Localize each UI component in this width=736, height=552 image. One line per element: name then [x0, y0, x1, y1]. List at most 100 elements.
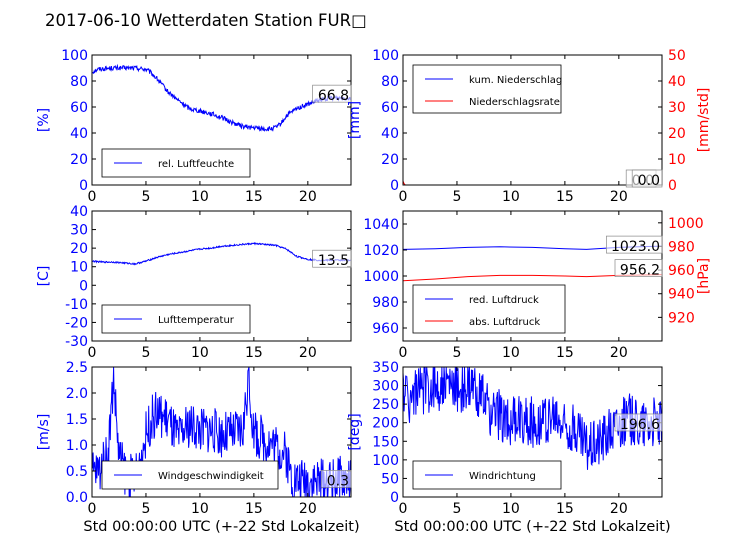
- value-annotation: 0.3: [327, 473, 349, 489]
- annotation-box: [312, 84, 352, 103]
- x-tick-label: 10: [191, 189, 209, 205]
- panel-wind-speed: 0 5 10 15 20 0.0 0.5 1.0 1.5 2.0 2.5 [m/s] Std 00:00…: [36, 360, 360, 535]
- value-annotation: 0.0: [638, 173, 660, 189]
- y-tick-label: 80: [70, 74, 88, 90]
- value-annotation: 13.5: [318, 253, 349, 269]
- legend: Windrichtung: [412, 460, 562, 490]
- y-tick-label: 1000: [363, 269, 399, 285]
- value-annotation: 956.2: [620, 263, 660, 279]
- x-tick-label: 15: [556, 345, 574, 361]
- y-tick-label: 0.5: [66, 464, 88, 480]
- x-tick-label: 0: [88, 501, 97, 517]
- y-tick-label: 0: [390, 178, 399, 194]
- panel-pressure: 0 5 10 15 20 960 980 1000 1020 1040 920 940 960 980 10…: [363, 210, 712, 361]
- x-tick-label: 15: [556, 501, 574, 517]
- y-axis-label: [deg]: [347, 413, 363, 450]
- y-tick-label: 150: [372, 434, 399, 450]
- x-tick-label: 0: [399, 189, 408, 205]
- y-tick-label: 1.5: [66, 412, 88, 428]
- y2-tick-label: 50: [668, 48, 686, 64]
- y2-axis-label: [hPa]: [696, 258, 712, 294]
- y-tick-label: 1.0: [66, 438, 88, 454]
- series-line-abs-luftdruck: [403, 274, 662, 282]
- value-annotation: 196.6: [620, 417, 660, 433]
- x-tick-label: 5: [452, 345, 461, 361]
- annotation-box: [312, 249, 352, 268]
- y-tick-label: 2.0: [66, 386, 88, 402]
- y-tick-label: 200: [372, 416, 399, 432]
- legend-label: red. Luftdruck: [469, 295, 539, 306]
- x-tick-label: 5: [452, 501, 461, 517]
- y2-tick-label: 20: [668, 126, 686, 142]
- legend-label: abs. Luftdruck: [469, 317, 540, 328]
- x-axis-label: Std 00:00:00 UTC (+-22 Std Lokalzeit): [394, 519, 670, 535]
- y-tick-label: -20: [65, 315, 88, 331]
- y2-tick-label: 40: [668, 74, 686, 90]
- x-tick-label: 0: [88, 189, 97, 205]
- y-tick-label: -30: [65, 334, 88, 350]
- y-tick-label: 250: [372, 397, 399, 413]
- y-tick-label: 0.0: [66, 490, 88, 506]
- x-tick-label: 10: [191, 501, 209, 517]
- figure-title: 2017-06-10 Wetterdaten Station FUR□: [45, 11, 367, 30]
- y-tick-label: 40: [70, 126, 88, 142]
- series-line-lufttemperatur: [92, 241, 351, 266]
- legend: rel. Luftfeuchte: [101, 148, 251, 178]
- y-tick-label: 350: [372, 360, 399, 376]
- y2-tick-label: 960: [668, 263, 695, 279]
- legend-box: [412, 284, 566, 334]
- x-tick-label: 5: [141, 345, 150, 361]
- panel-temperature: 0 5 10 15 20 -30 -20 -10 0 10 20 30 40 [C] 13.5 Lufttem…: [36, 204, 352, 361]
- value-annotation: 1023.0: [611, 239, 660, 255]
- annotation-box: [614, 413, 663, 432]
- y2-axis-label: [mm/std]: [696, 88, 712, 153]
- annotation-box: [631, 169, 663, 188]
- y-tick-label: 20: [70, 241, 88, 257]
- value-annotation: 66.8: [318, 88, 349, 104]
- y-tick-label: 20: [381, 152, 399, 168]
- annotation-box: [320, 470, 352, 488]
- x-tick-label: 20: [299, 189, 317, 205]
- y-tick-label: 980: [372, 295, 399, 311]
- y-tick-label: 80: [381, 74, 399, 90]
- x-tick-label: 10: [191, 345, 209, 361]
- x-tick-label: 15: [245, 189, 263, 205]
- annotation-box: [614, 259, 663, 277]
- annotation-box: [606, 235, 663, 254]
- y-axis-label: [mm]: [347, 101, 363, 139]
- y-tick-label: 60: [70, 100, 88, 116]
- x-tick-label: 10: [502, 189, 520, 205]
- legend: kum. Niederschlag Niederschlagsrate: [412, 64, 562, 114]
- legend-label: Niederschlagsrate: [469, 97, 560, 108]
- panel-precipitation: 0 5 10 15 20 0 20 40 60 80 100 0 10 20 30 40 50 [mm] [mm/s…: [347, 48, 712, 205]
- legend-label: Lufttemperatur: [158, 315, 235, 326]
- y-tick-label: 1040: [363, 217, 399, 233]
- y2-tick-label: 30: [668, 100, 686, 116]
- y-tick-label: 300: [372, 379, 399, 395]
- x-tick-label: 0: [399, 345, 408, 361]
- y2-tick-label: 940: [668, 287, 695, 303]
- y-tick-label: 60: [381, 100, 399, 116]
- x-tick-label: 15: [556, 189, 574, 205]
- y-tick-label: 40: [70, 204, 88, 220]
- legend-label: rel. Luftfeuchte: [158, 159, 234, 170]
- y2-tick-label: 980: [668, 239, 695, 255]
- y-tick-label: 1020: [363, 243, 399, 259]
- x-tick-label: 10: [502, 501, 520, 517]
- x-axis-label: Std 00:00:00 UTC (+-22 Std Lokalzeit): [83, 519, 359, 535]
- y-tick-label: 100: [372, 453, 399, 469]
- y2-tick-label: 10: [668, 152, 686, 168]
- y-axis-label: [m/s]: [36, 414, 52, 451]
- x-tick-label: 20: [610, 189, 628, 205]
- y-tick-label: 100: [372, 48, 399, 64]
- x-tick-label: 15: [245, 345, 263, 361]
- legend-label: kum. Niederschlag: [469, 75, 562, 86]
- x-tick-label: 0: [399, 501, 408, 517]
- x-tick-label: 5: [141, 501, 150, 517]
- plot-frame: [91, 54, 352, 186]
- legend-box: [412, 64, 562, 114]
- y2-tick-label: 920: [668, 310, 695, 326]
- x-tick-label: 10: [502, 345, 520, 361]
- y-axis-label: [%]: [36, 108, 52, 132]
